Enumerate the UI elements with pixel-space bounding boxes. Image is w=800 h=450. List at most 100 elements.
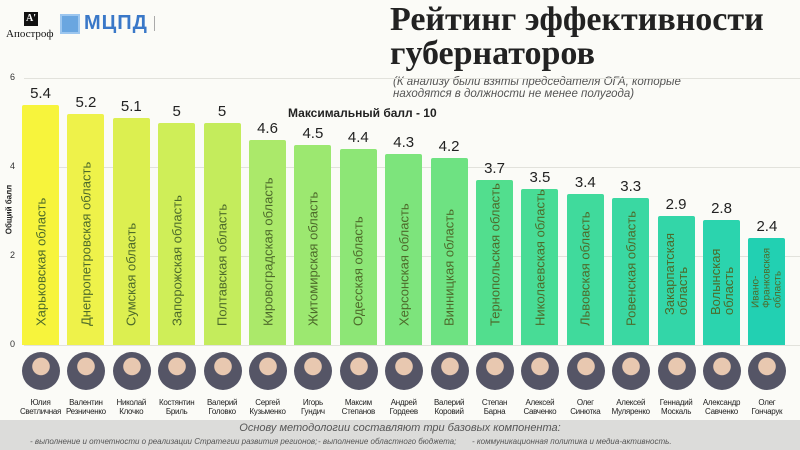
bar-category-label: Харьковская область — [33, 197, 48, 326]
bar-value-label: 4.2 — [438, 138, 460, 156]
governor-name: Костянтин Бриль — [159, 398, 195, 416]
footer: Основу методологии составляют три базовы… — [0, 420, 800, 450]
governor-photo — [657, 352, 696, 390]
bar: Харьковская область — [22, 104, 59, 345]
bar-category-label: Полтавская область — [214, 203, 230, 326]
governor-photo — [703, 352, 741, 390]
governor-photo — [521, 352, 560, 390]
bar: Житомирская область — [294, 144, 332, 345]
chart-title-line: губернаторов — [390, 35, 595, 72]
mcpd-logo-icon — [60, 13, 80, 34]
bar-value-label: 3.4 — [574, 173, 596, 191]
footer-item: - выполнение и отчетности о реализации С… — [30, 437, 318, 446]
bar-value-label: 3.5 — [529, 169, 551, 187]
footer-item: - выполнение областного бюджета; — [318, 437, 457, 446]
bar: Сумская область — [112, 118, 150, 345]
bar: Ровенская область — [612, 198, 650, 345]
bar-category-label: Винницкая область — [441, 208, 457, 326]
governor-photo — [566, 352, 605, 390]
governor-name: Степан Барна — [481, 398, 508, 416]
bar-category-label: Кировоградская область — [260, 177, 275, 326]
governor-photo — [249, 352, 287, 390]
bar-category-label: Сумская область — [123, 222, 139, 326]
y-tick-label: 2 — [10, 250, 16, 260]
bar-category-label: Ровенская область — [623, 210, 639, 326]
bar-value-label: 2.8 — [711, 200, 732, 218]
bar: Херсонская область — [385, 153, 423, 345]
bar-category-label: Херсонская область — [396, 203, 412, 326]
bar: Закарпатская область — [657, 215, 695, 345]
chart-subtitle: (К анализу были взяты председателя ОГА, … — [393, 76, 681, 100]
bar: Кировоградская область — [249, 140, 286, 345]
bar: Запорожская область — [158, 122, 196, 345]
mcpd-logo-caption — [153, 16, 192, 31]
mcpd-logo: МЦПД — [60, 12, 192, 35]
governor-photo — [112, 352, 151, 390]
governor-photo — [748, 352, 787, 390]
bar-category-label: Одесская область — [350, 216, 366, 326]
bar-category-label: Запорожская область — [169, 195, 185, 326]
governor-name: Валентин Резниченко — [65, 398, 106, 416]
y-tick-label: 0 — [10, 339, 16, 349]
governor-name: Геннадий Москаль — [659, 398, 693, 416]
governor-photo — [203, 352, 242, 390]
mcpd-logo-text: МЦПД — [84, 12, 148, 34]
footer-item: - коммуникационная политика и медиа-акти… — [472, 437, 672, 446]
bar-category-label: Волынская область — [707, 248, 736, 315]
bar-category-label: Ивано-Франковская область — [750, 247, 784, 308]
bar-value-label: 4.4 — [347, 129, 369, 147]
governor-name: Николай Клочко — [116, 398, 147, 416]
bar: Львовская область — [566, 193, 604, 345]
apostrof-logo-text: Апостроф — [6, 28, 54, 40]
governor-photo — [339, 352, 378, 390]
bar-category-label: Львовская область — [577, 211, 593, 326]
governor-name: Сергей Кузьменко — [249, 398, 286, 416]
bar-value-label: 3.7 — [484, 160, 505, 178]
bar-value-label: 5 — [172, 102, 181, 120]
max-score-note: Максимальный балл - 10 — [288, 106, 437, 120]
bar-value-label: 4.6 — [257, 120, 278, 138]
y-tick-label: 4 — [10, 161, 16, 171]
bar: Полтавская область — [203, 122, 241, 345]
governor-name: Максим Степанов — [341, 398, 376, 416]
governor-name: Александр Савченко — [702, 398, 741, 416]
bar-value-label: 2.4 — [756, 218, 778, 236]
y-axis-label: Общий балл — [4, 184, 14, 235]
bar: Николаевская область — [521, 189, 559, 345]
bar: Винницкая область — [430, 158, 468, 345]
y-tick-label: 6 — [10, 72, 16, 82]
chart-title: Рейтинг эффективности губернаторов — [390, 3, 798, 71]
governor-name: Алексей Муляренко — [611, 398, 651, 416]
governor-photo — [385, 352, 424, 390]
apostrof-logo-icon: A' — [24, 12, 38, 26]
bar: Ивано-Франковская область — [748, 238, 786, 345]
bar-value-label: 5 — [217, 102, 227, 120]
bar-category-label: Закарпатская область — [662, 232, 691, 315]
bar-category-label: Днепропетровская область — [78, 161, 94, 326]
governor-photo — [476, 352, 514, 390]
bar: Одесская область — [339, 149, 377, 345]
bar-value-label: 5.4 — [30, 84, 51, 102]
bar: Днепропетровская область — [67, 113, 105, 345]
governor-name: Андрей Гордеев — [389, 398, 419, 416]
governor-name: Олег Синютка — [570, 398, 601, 416]
bar-category-label: Тернопольская область — [487, 183, 502, 326]
bar-value-label: 4.5 — [302, 124, 324, 142]
bar-category-label: Николаевская область — [532, 189, 548, 326]
bar: Тернопольская область — [476, 180, 513, 345]
bar: Волынская область — [703, 220, 740, 345]
bar-category-label: Житомирская область — [305, 191, 321, 326]
bar-value-label: 2.9 — [665, 195, 687, 213]
governor-photo — [67, 352, 106, 390]
governor-photo — [294, 352, 333, 390]
governor-photo — [158, 352, 197, 390]
governor-photo — [22, 352, 60, 390]
governor-photo — [612, 352, 651, 390]
bar-value-label: 5.2 — [75, 93, 97, 111]
governor-name: Олег Гончарук — [751, 398, 783, 416]
governor-name: Валерий Головко — [206, 398, 238, 416]
governor-name: Игорь Гундич — [301, 398, 325, 416]
governor-photo — [430, 352, 469, 390]
gridline — [24, 345, 800, 346]
